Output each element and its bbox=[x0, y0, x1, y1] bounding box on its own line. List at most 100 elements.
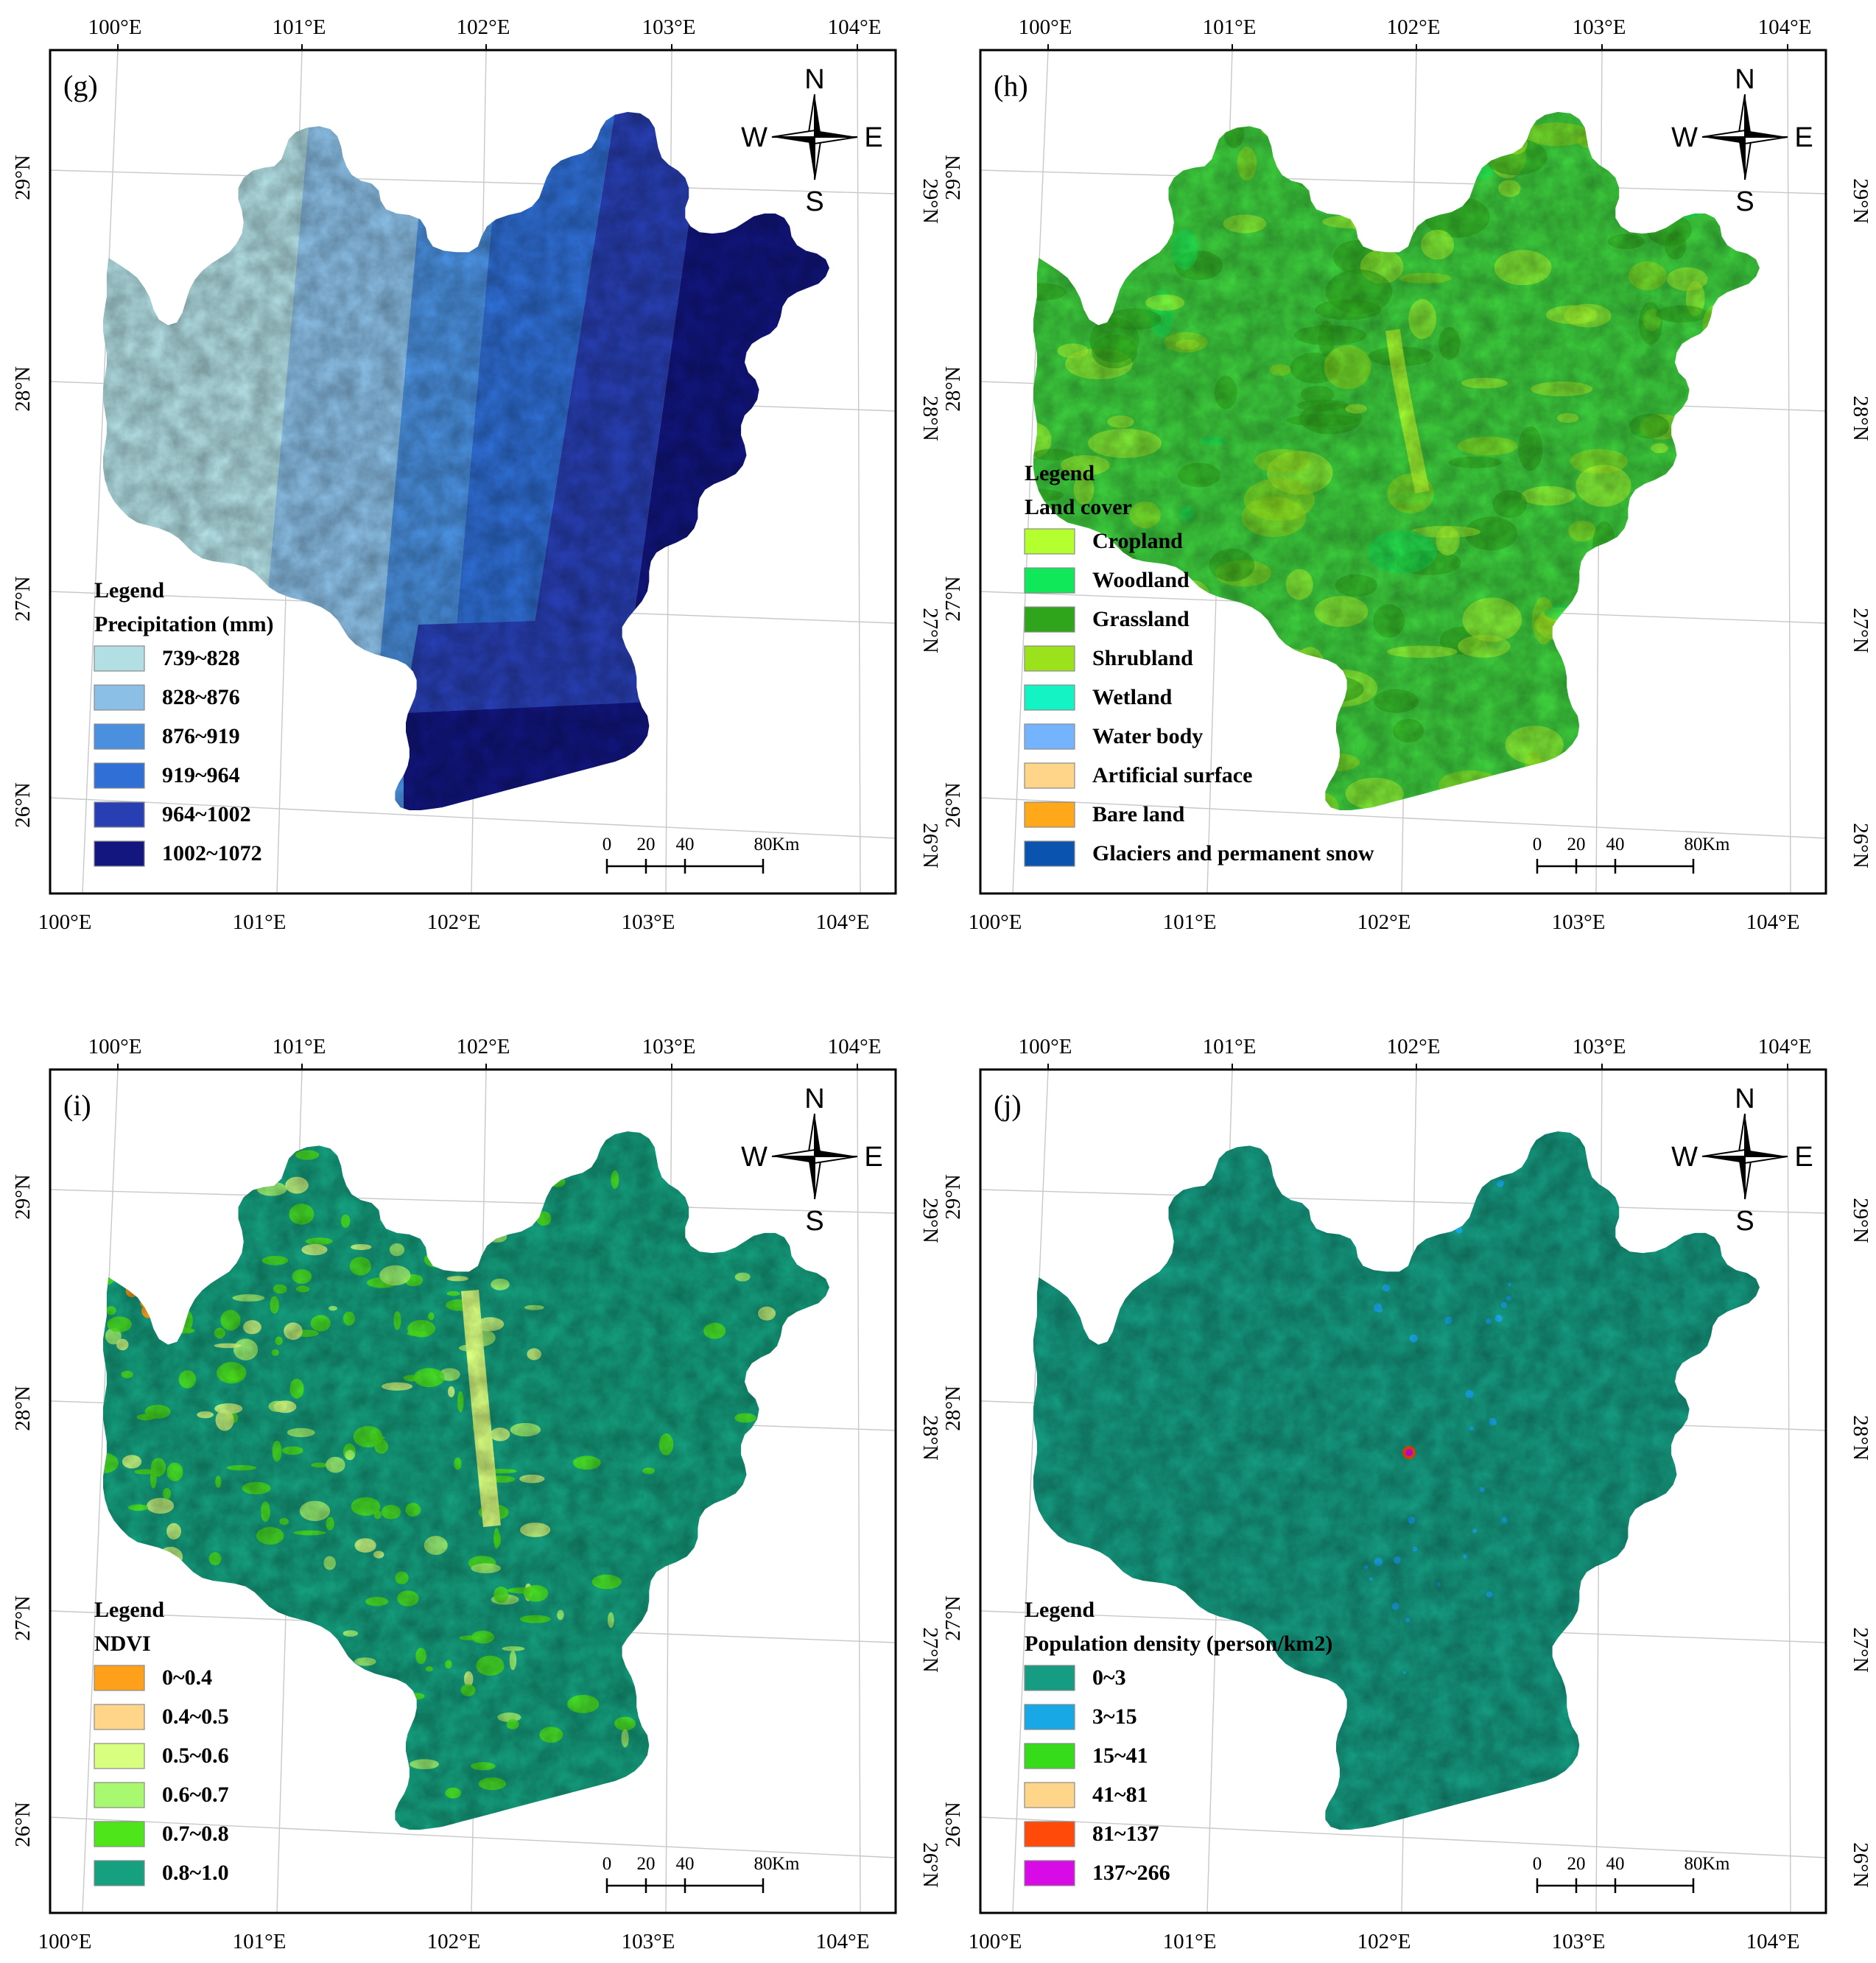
lat-label-right: 28°N bbox=[918, 1415, 942, 1461]
ndvi-patch bbox=[46, 1772, 62, 1779]
landcover-patch bbox=[1314, 872, 1336, 910]
ndvi-patch bbox=[857, 1282, 885, 1288]
ndvi-patch bbox=[532, 1905, 542, 1910]
landcover-patch bbox=[986, 728, 1026, 770]
ndvi-patch bbox=[254, 1103, 261, 1124]
compass-w: W bbox=[741, 122, 767, 153]
legend-label: 919~964 bbox=[162, 763, 240, 787]
landcover-patch bbox=[1343, 69, 1392, 87]
landcover-patch bbox=[1492, 868, 1514, 895]
landcover-patch bbox=[1645, 172, 1701, 195]
landcover-patch bbox=[1242, 695, 1267, 706]
ndvi-patch bbox=[72, 1140, 91, 1159]
landcover-patch bbox=[1486, 36, 1532, 79]
map-frame bbox=[979, 49, 1827, 895]
ndvi-patch bbox=[356, 1794, 383, 1800]
legend-label: Grassland bbox=[1092, 607, 1190, 631]
north-arrow-icon bbox=[771, 94, 858, 180]
meridian-line bbox=[82, 50, 119, 893]
lon-label-top: 101°E bbox=[1203, 1035, 1257, 1058]
ndvi-patch bbox=[867, 1663, 874, 1685]
ndvi-patch bbox=[317, 1660, 348, 1679]
scale-bar: 0 20 40 80 Km bbox=[1533, 835, 1730, 874]
map-frame bbox=[49, 49, 897, 895]
scale-bar: 0 20 40 80 Km bbox=[1533, 1854, 1730, 1893]
legend-swatch bbox=[1024, 1782, 1075, 1808]
ndvi-patch bbox=[175, 1632, 189, 1638]
landcover-patch bbox=[1763, 555, 1830, 580]
scale-label: 20 bbox=[1567, 1854, 1586, 1874]
ndvi-patch bbox=[267, 1905, 276, 1910]
ndvi-patch bbox=[477, 1131, 496, 1133]
ndvi-patch bbox=[119, 1220, 148, 1226]
ndvi-low bbox=[134, 1275, 148, 1290]
scale-label: 40 bbox=[676, 1854, 695, 1874]
legend-swatch bbox=[94, 840, 145, 867]
ndvi-patch bbox=[137, 1207, 155, 1215]
ndvi-patch bbox=[733, 1732, 745, 1741]
landcover-patch bbox=[1434, 815, 1469, 860]
ndvi-patch bbox=[167, 1634, 178, 1650]
ndvi-low bbox=[155, 1251, 162, 1258]
landcover-patch bbox=[1471, 834, 1489, 879]
ndvi-patch bbox=[720, 1529, 742, 1545]
ndvi-patch bbox=[440, 1131, 466, 1151]
landcover-patch bbox=[1456, 112, 1472, 120]
landcover-patch bbox=[1762, 317, 1818, 338]
ndvi-patch bbox=[222, 1074, 239, 1090]
landcover-patch bbox=[955, 742, 1013, 751]
ndvi-patch bbox=[557, 1112, 578, 1125]
lat-label-right: 26°N bbox=[1849, 1842, 1872, 1888]
landcover-patch bbox=[1075, 112, 1092, 153]
lon-label-top: 102°E bbox=[1387, 1035, 1441, 1058]
ndvi-patch bbox=[152, 1558, 159, 1570]
legend-swatch bbox=[1024, 723, 1075, 750]
ndvi-patch bbox=[178, 1226, 190, 1233]
ndvi-low bbox=[138, 1254, 152, 1268]
landcover-patch bbox=[1595, 552, 1643, 577]
lat-label-left: 28°N bbox=[11, 366, 35, 412]
lon-label-bottom: 102°E bbox=[427, 910, 481, 934]
ndvi-patch bbox=[460, 1079, 467, 1091]
ndvi-patch bbox=[103, 1301, 104, 1315]
lon-label-top: 101°E bbox=[273, 15, 326, 39]
landcover-patch bbox=[1742, 401, 1760, 412]
ndvi-patch bbox=[424, 1174, 451, 1195]
landcover-patch bbox=[1789, 88, 1835, 102]
landcover-patch bbox=[1726, 832, 1781, 864]
ndvi-patch bbox=[114, 1201, 122, 1218]
ndvi-patch bbox=[377, 1101, 390, 1114]
lat-label-left: 26°N bbox=[11, 1802, 35, 1847]
landcover-patch bbox=[1776, 619, 1820, 634]
legend-swatch bbox=[1024, 801, 1075, 828]
ndvi-patch bbox=[871, 1796, 903, 1817]
ndvi-patch bbox=[147, 1548, 155, 1559]
legend-swatch bbox=[94, 1743, 145, 1769]
lon-label-top: 100°E bbox=[88, 15, 142, 39]
landcover-patch bbox=[1754, 538, 1760, 569]
ndvi-patch bbox=[670, 1819, 703, 1830]
ndvi-patch bbox=[41, 1688, 69, 1693]
ndvi-patch bbox=[798, 1520, 806, 1539]
lon-label-bottom: 101°E bbox=[1163, 1930, 1217, 1953]
lat-label-left: 28°N bbox=[941, 1386, 965, 1431]
scale-label: 20 bbox=[637, 1854, 656, 1874]
ndvi-patch bbox=[61, 1604, 91, 1615]
lon-label-top: 103°E bbox=[642, 1035, 696, 1058]
lon-label-bottom: 103°E bbox=[622, 910, 675, 934]
ndvi-patch bbox=[55, 1738, 74, 1746]
landcover-patch bbox=[1606, 549, 1623, 569]
lon-label-top: 101°E bbox=[1203, 15, 1257, 39]
landcover-patch bbox=[1556, 636, 1614, 650]
landcover-patch bbox=[1078, 231, 1098, 269]
ndvi-patch bbox=[499, 1861, 513, 1883]
ndvi-patch bbox=[420, 1167, 438, 1179]
lat-label-right: 29°N bbox=[918, 178, 942, 224]
legend-label: Woodland bbox=[1092, 568, 1190, 592]
ndvi-patch bbox=[194, 1077, 221, 1090]
landcover-patch bbox=[1033, 243, 1055, 259]
legend-label: 3~15 bbox=[1092, 1704, 1137, 1729]
landcover-patch bbox=[1449, 786, 1486, 802]
ndvi-patch bbox=[781, 1374, 812, 1385]
